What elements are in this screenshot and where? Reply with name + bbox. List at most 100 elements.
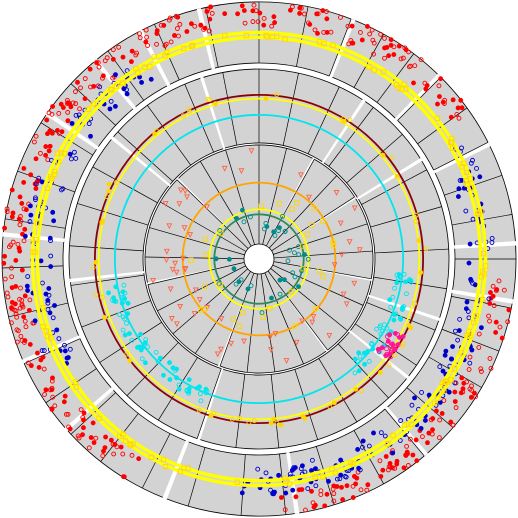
data-point — [166, 223, 173, 230]
data-point — [176, 201, 183, 208]
data-point — [391, 312, 397, 317]
data-point — [365, 24, 370, 29]
data-point — [17, 194, 23, 200]
data-point — [466, 328, 472, 335]
data-point — [309, 457, 315, 463]
data-point — [276, 472, 282, 478]
data-point — [39, 348, 45, 354]
data-point — [34, 220, 41, 226]
data-point — [204, 204, 210, 211]
data-point — [288, 288, 294, 295]
data-point — [368, 342, 374, 347]
data-point — [43, 144, 49, 149]
data-point — [388, 304, 394, 310]
data-point — [403, 47, 409, 53]
data-point — [329, 466, 335, 472]
data-point — [393, 82, 400, 88]
data-point — [128, 59, 134, 65]
data-point — [264, 224, 270, 230]
data-point — [20, 304, 26, 310]
data-point — [180, 45, 187, 52]
data-point — [418, 425, 424, 431]
data-point — [163, 257, 170, 264]
data-point — [436, 435, 442, 441]
data-point — [263, 470, 269, 476]
data-point — [106, 188, 112, 194]
data-point — [181, 225, 188, 232]
data-point — [359, 444, 365, 450]
data-point — [359, 388, 365, 394]
data-point — [331, 262, 338, 269]
data-point — [141, 64, 148, 70]
data-point — [287, 471, 293, 477]
data-point — [259, 310, 265, 316]
data-point — [85, 106, 91, 112]
data-point — [263, 32, 269, 39]
data-point — [353, 481, 359, 487]
data-point — [21, 165, 27, 171]
data-point — [13, 311, 19, 317]
data-point — [188, 257, 194, 263]
data-point — [28, 212, 34, 218]
data-point — [67, 151, 73, 157]
sector-gap — [110, 136, 171, 187]
data-point — [42, 392, 47, 397]
data-point — [380, 467, 386, 473]
data-point — [17, 248, 23, 254]
data-point — [145, 344, 151, 350]
series-6 — [188, 200, 337, 329]
data-point — [104, 194, 109, 200]
data-point — [386, 362, 392, 368]
data-point — [22, 318, 28, 324]
data-point — [378, 430, 384, 436]
data-point — [282, 475, 288, 481]
data-point — [390, 294, 396, 300]
data-point — [261, 22, 267, 28]
data-point — [401, 81, 407, 87]
data-point — [312, 474, 318, 480]
data-point — [62, 342, 67, 348]
data-point — [218, 316, 225, 323]
sector-boundary — [373, 276, 447, 290]
data-point — [330, 239, 336, 245]
data-point — [346, 239, 353, 246]
data-point — [90, 420, 96, 426]
data-point — [474, 166, 479, 171]
data-point — [271, 416, 277, 422]
data-point — [129, 452, 135, 458]
data-point — [96, 415, 102, 421]
ring-2 — [68, 68, 450, 450]
data-point — [443, 378, 449, 384]
data-point — [119, 80, 125, 86]
data-point — [186, 106, 192, 112]
data-point — [351, 205, 358, 212]
data-point — [27, 219, 33, 225]
data-point — [367, 31, 373, 37]
data-point — [394, 458, 400, 464]
data-point — [466, 260, 472, 266]
data-point — [135, 345, 140, 350]
sector-boundary — [117, 131, 174, 182]
data-point — [23, 324, 29, 330]
data-point — [340, 291, 347, 298]
data-point — [491, 303, 497, 309]
data-point — [366, 358, 372, 364]
data-point — [456, 115, 462, 121]
series-line — [97, 97, 421, 421]
data-point — [354, 475, 360, 481]
sector-boundary — [260, 273, 276, 372]
data-point — [33, 186, 39, 192]
data-point — [25, 360, 31, 366]
data-point — [390, 450, 396, 456]
sector-boundary — [273, 261, 372, 280]
data-point — [50, 209, 56, 215]
data-point — [309, 319, 316, 326]
data-point — [309, 468, 314, 474]
data-point — [353, 386, 359, 392]
sector-boundary — [160, 201, 247, 252]
data-point — [90, 265, 96, 271]
data-point — [467, 241, 473, 247]
data-point — [120, 451, 126, 457]
data-point — [168, 39, 174, 45]
